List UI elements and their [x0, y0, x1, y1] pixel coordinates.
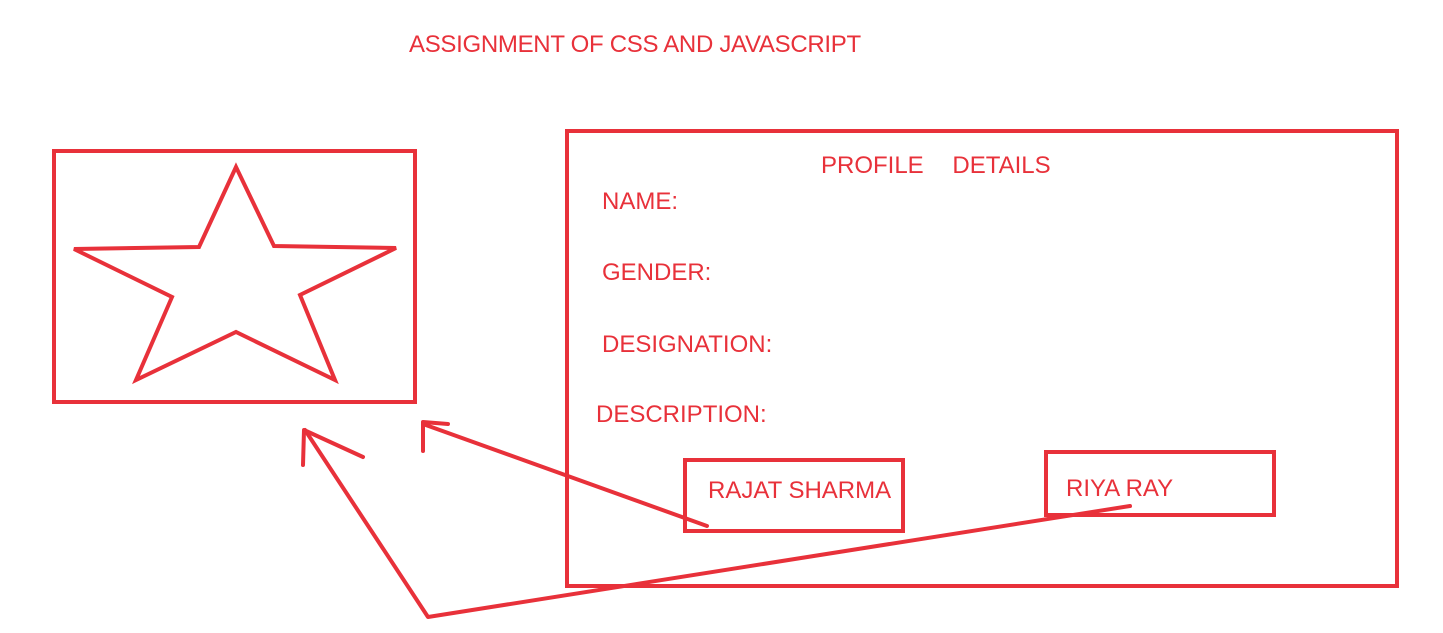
description-label: DESCRIPTION: [596, 401, 767, 428]
profile-details-title: PROFILE DETAILS [821, 152, 1051, 179]
rajat-sharma-button-label: RAJAT SHARMA [708, 477, 892, 504]
gender-label: GENDER: [602, 259, 712, 286]
image-frame [52, 149, 417, 404]
arrow-rajat-head [421, 420, 450, 453]
assignment-heading: ASSIGNMENT OF CSS AND JAVASCRIPT [409, 31, 861, 58]
arrow-riya-head [301, 428, 365, 467]
riya-ray-button-label: RIYA RAY [1066, 475, 1174, 502]
designation-label: DESIGNATION: [602, 331, 773, 358]
name-label: NAME: [602, 188, 679, 215]
